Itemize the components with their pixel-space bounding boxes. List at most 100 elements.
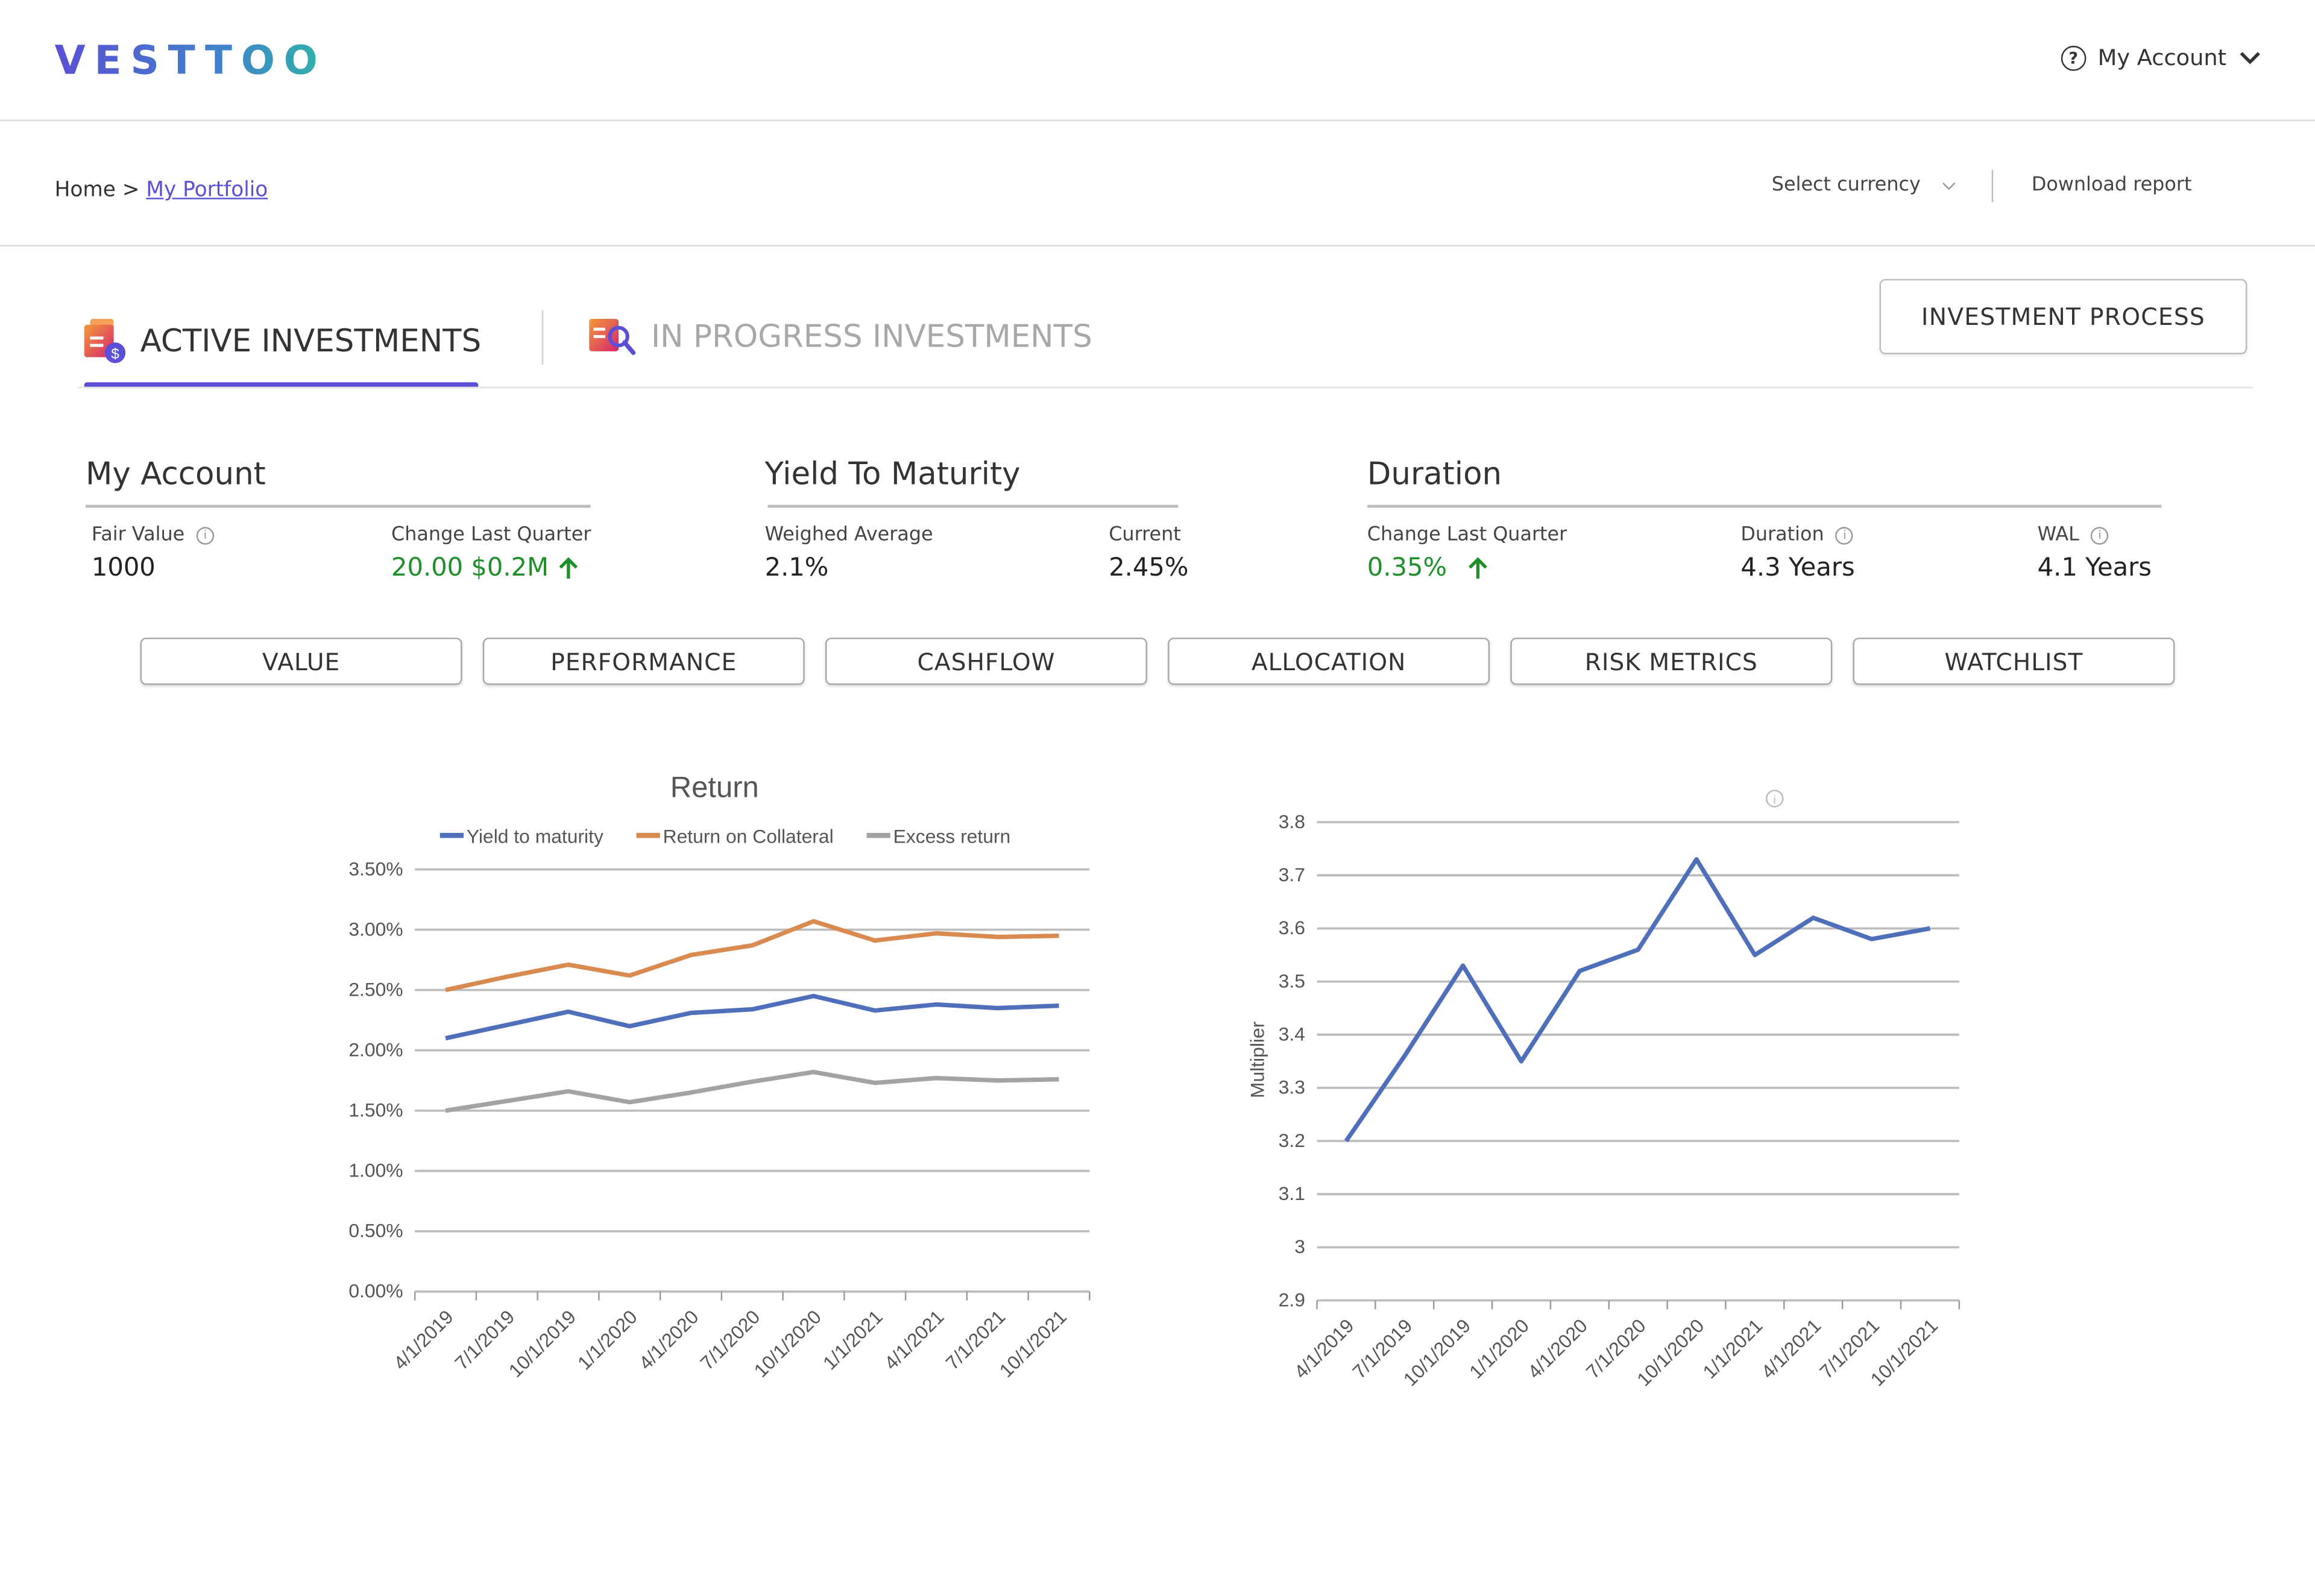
y-tick-label: 3.1 bbox=[1279, 1183, 1305, 1204]
y-tick-label: 2.50% bbox=[348, 978, 403, 1000]
duration-change-value: 0.35% bbox=[1367, 553, 1488, 583]
fair-value-value: 1000 bbox=[91, 553, 156, 583]
ytm-rule bbox=[767, 504, 1179, 508]
series-line bbox=[445, 919, 1059, 993]
y-tick-label: 0.00% bbox=[348, 1280, 403, 1302]
help-icon[interactable]: ? bbox=[2061, 45, 2087, 71]
fair-value-label: Fair Value i bbox=[91, 524, 215, 547]
y-tick-label: 3.8 bbox=[1279, 811, 1305, 832]
chevron-down-icon[interactable] bbox=[2238, 50, 2262, 64]
currency-placeholder: Select currency bbox=[1771, 174, 1921, 196]
duration-title: Duration bbox=[1367, 456, 1502, 492]
multiplier-chart: i Multiplier 2.9 3 3.1 3.2 3.3 3.4 3.5 3.6 3.7 3.… bbox=[1246, 790, 1961, 1390]
y-tick-label: 3.6 bbox=[1279, 917, 1305, 938]
chevron-down-icon bbox=[1942, 181, 1956, 189]
download-report-button[interactable]: Download report bbox=[2031, 174, 2192, 196]
investment-process-button[interactable]: INVESTMENT PROCESS bbox=[1879, 278, 2247, 354]
tab-divider bbox=[541, 310, 544, 365]
y-tick-label: 1.00% bbox=[348, 1160, 403, 1181]
chart-title: Return bbox=[670, 771, 759, 803]
y-tick-label: 3.50% bbox=[348, 858, 403, 879]
legend-label: Excess return bbox=[893, 825, 1011, 847]
duration-rule bbox=[1367, 504, 2162, 508]
tab-active-label: ACTIVE INVESTMENTS bbox=[140, 323, 482, 359]
currency-select[interactable]: Select currency bbox=[1772, 174, 1956, 196]
account-change-label: Change Last Quarter bbox=[391, 524, 591, 547]
tab-in-progress-investments[interactable]: IN PROGRESS INVESTMENTS bbox=[589, 316, 1092, 357]
tab-performance[interactable]: PERFORMANCE bbox=[482, 637, 805, 685]
info-icon[interactable]: i bbox=[2091, 526, 2109, 544]
info-icon[interactable] bbox=[1766, 790, 1784, 808]
series-line bbox=[445, 993, 1059, 1041]
x-tick-label: 4/1/2019 bbox=[389, 1305, 458, 1374]
arrow-up-icon bbox=[558, 557, 578, 579]
vesttoo-logo[interactable]: VESTTOO bbox=[54, 38, 327, 84]
legend-label: Yield to maturity bbox=[467, 825, 603, 847]
y-tick-label: 3.5 bbox=[1279, 970, 1305, 991]
tab-allocation[interactable]: ALLOCATION bbox=[1168, 637, 1490, 685]
y-tick-label: 2.00% bbox=[348, 1038, 403, 1060]
tab-active-investments[interactable]: $ ACTIVE INVESTMENTS bbox=[84, 318, 482, 363]
return-chart: Return Yield to maturity Return on Collat… bbox=[348, 771, 1091, 1381]
info-icon[interactable]: i bbox=[196, 526, 215, 544]
weighted-average-value: 2.1% bbox=[764, 553, 829, 583]
x-tick-label: 1/1/2020 bbox=[573, 1305, 641, 1374]
current-ytm-label: Current bbox=[1109, 524, 1181, 547]
in-progress-search-icon bbox=[589, 318, 636, 355]
breadcrumb: Home > My Portfolio bbox=[55, 178, 268, 202]
tab-value[interactable]: VALUE bbox=[140, 637, 462, 685]
y-tick-label: 3.7 bbox=[1279, 864, 1305, 885]
info-icon-glyph: i bbox=[1774, 793, 1776, 806]
legend-label: Return on Collateral bbox=[663, 825, 834, 847]
x-tick-label: 10/1/2020 bbox=[750, 1305, 826, 1381]
series-line bbox=[1344, 857, 1931, 1143]
breadcrumb-home[interactable]: Home bbox=[54, 178, 116, 203]
active-tab-indicator bbox=[84, 382, 479, 389]
x-tick-label: 1/1/2021 bbox=[1698, 1315, 1766, 1383]
x-tick-label: 10/1/2021 bbox=[995, 1305, 1071, 1381]
y-tick-label: 1.50% bbox=[348, 1099, 403, 1120]
breadcrumb-current[interactable]: My Portfolio bbox=[146, 178, 268, 203]
x-tick-label: 4/1/2020 bbox=[1523, 1315, 1592, 1383]
toolbar-divider bbox=[1991, 169, 1994, 203]
breadcrumb-separator: > bbox=[122, 178, 140, 203]
x-tick-label: 4/1/2021 bbox=[880, 1305, 948, 1374]
wal-label: WAL i bbox=[2038, 524, 2109, 546]
duration-value: 4.3 Years bbox=[1740, 553, 1855, 583]
tab-watchlist[interactable]: WATCHLIST bbox=[1853, 637, 2175, 685]
y-tick-label: 3.2 bbox=[1279, 1129, 1305, 1151]
account-change-text: 20.00 $0.2M bbox=[391, 553, 549, 583]
duration-label: Duration i bbox=[1740, 524, 1854, 547]
account-menu[interactable]: ? My Account bbox=[2061, 44, 2261, 71]
wal-label-text: WAL bbox=[2037, 524, 2079, 547]
duration-change-label: Change Last Quarter bbox=[1367, 524, 1567, 547]
header-divider bbox=[0, 119, 2315, 121]
y-tick-label: 3.00% bbox=[348, 918, 403, 940]
svg-text:$: $ bbox=[111, 346, 119, 362]
duration-change-text: 0.35% bbox=[1367, 553, 1447, 583]
y-tick-label: 0.50% bbox=[348, 1220, 403, 1242]
tabs-baseline bbox=[78, 386, 2254, 389]
my-account-rule bbox=[86, 504, 591, 508]
x-tick-label: 4/1/2019 bbox=[1290, 1315, 1358, 1383]
y-tick-label: 3 bbox=[1294, 1236, 1305, 1257]
info-icon[interactable]: i bbox=[1836, 526, 1854, 544]
chart-legend: Yield to maturity Return on Collateral Exc… bbox=[439, 825, 1011, 847]
toolbar-divider-line bbox=[0, 245, 2315, 247]
x-tick-label: 1/1/2021 bbox=[819, 1305, 887, 1374]
tab-cashflow[interactable]: CASHFLOW bbox=[825, 637, 1147, 685]
series-line bbox=[445, 1069, 1059, 1113]
y-tick-label: 3.4 bbox=[1279, 1023, 1305, 1045]
account-label[interactable]: My Account bbox=[2097, 44, 2227, 71]
x-tick-label: 4/1/2021 bbox=[1757, 1315, 1825, 1383]
tab-risk-metrics[interactable]: RISK METRICS bbox=[1510, 637, 1833, 685]
current-ytm-value: 2.45% bbox=[1109, 553, 1189, 583]
arrow-up-icon bbox=[1469, 557, 1487, 579]
weighted-average-label: Weighed Average bbox=[764, 524, 933, 547]
fair-value-label-text: Fair Value bbox=[91, 524, 185, 547]
active-investments-icon: $ bbox=[84, 318, 126, 363]
tab-in-progress-label: IN PROGRESS INVESTMENTS bbox=[651, 318, 1092, 354]
duration-label-text: Duration bbox=[1740, 524, 1824, 547]
y-tick-label: 3.3 bbox=[1279, 1076, 1305, 1098]
account-change-value: 20.00 $0.2M bbox=[391, 553, 578, 583]
